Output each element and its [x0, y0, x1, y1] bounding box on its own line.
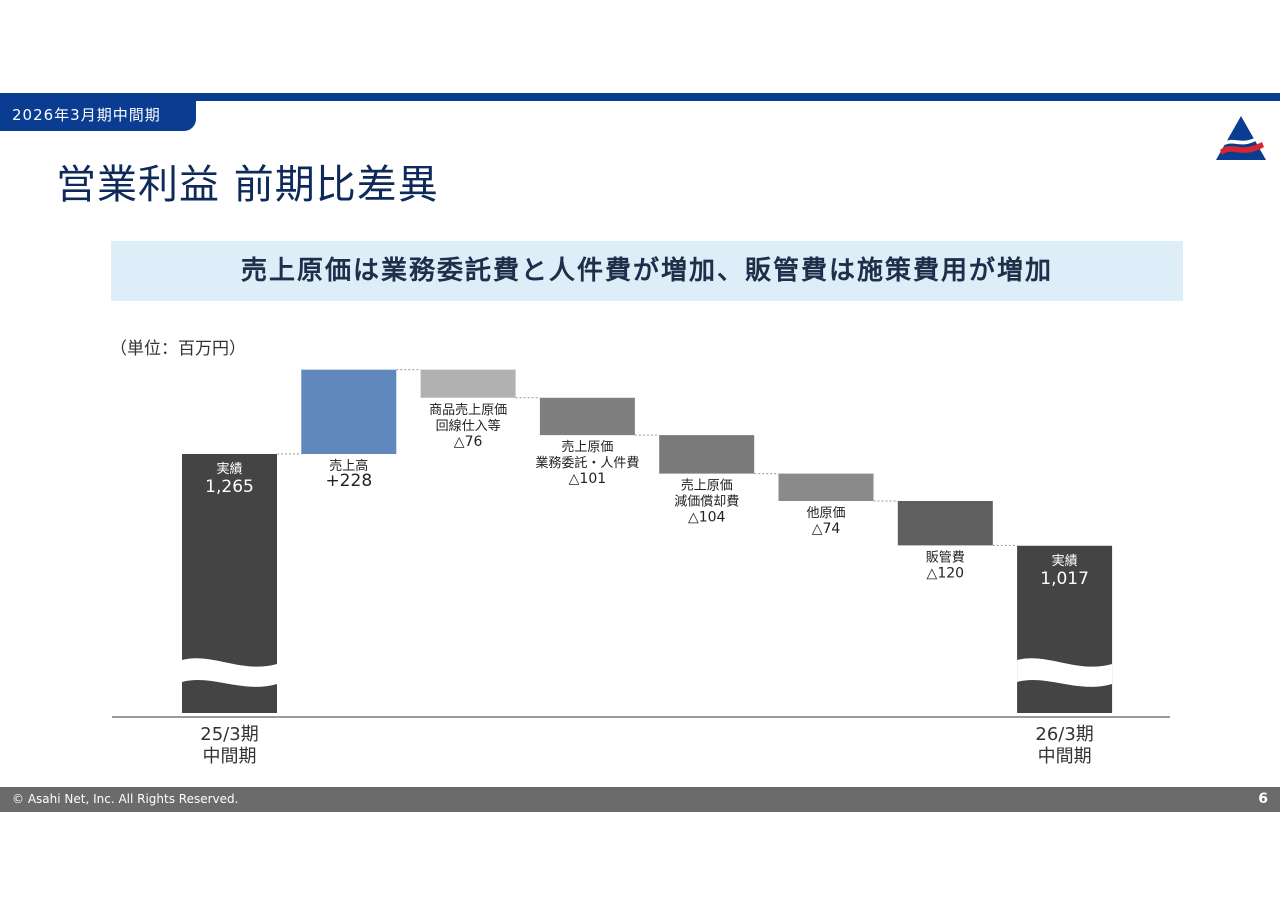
triangle-logo-icon [1216, 116, 1266, 160]
bar-label: 商品売上原価 [429, 402, 507, 418]
bar-label: 減価償却費 [674, 494, 739, 510]
period-tab: 2026年3月期中間期 [0, 99, 196, 131]
delta-bar [659, 435, 755, 474]
page-title: 営業利益 前期比差異 [56, 162, 439, 208]
bar-label: 売上原価 [561, 439, 613, 455]
copyright-text: © Asahi Net, Inc. All Rights Reserved. [12, 792, 239, 806]
bar-value-label: △74 [812, 521, 841, 537]
delta-bar [301, 369, 397, 454]
page-number: 6 [1258, 791, 1268, 807]
delta-bar [420, 369, 516, 398]
bar-label: 実績 [1052, 553, 1078, 569]
bar-label: 回線仕入等 [436, 418, 501, 434]
x-tick-label: 26/3期 [1035, 724, 1093, 745]
bar-label: 実績 [216, 461, 242, 477]
axis-break-mark [182, 658, 277, 687]
unit-label: （単位：百万円） [110, 339, 246, 359]
delta-bar [778, 473, 874, 501]
footer-bar: © Asahi Net, Inc. All Rights Reserved. 6 [0, 787, 1280, 812]
bar-value-label: △76 [454, 434, 483, 450]
header-band [0, 93, 1280, 101]
bar-label: 販管費 [926, 550, 965, 565]
x-tick-label: 中間期 [1038, 746, 1092, 767]
bar-value-label: +228 [325, 471, 372, 491]
bar-label: 売上原価 [681, 478, 733, 494]
bar-label: 売上高 [329, 458, 368, 474]
bar-value-label: △120 [927, 565, 965, 581]
bar-value-label: △104 [688, 510, 726, 526]
bar-value-label: 1,017 [1040, 569, 1089, 589]
delta-bar [539, 397, 635, 436]
delta-bar [897, 500, 993, 546]
bar-value-label: 1,265 [205, 477, 254, 497]
x-tick-label: 25/3期 [200, 724, 258, 745]
bar-label: 他原価 [806, 506, 845, 521]
subtitle-banner: 売上原価は業務委託費と人件費が増加、販管費は施策費用が増加 [111, 241, 1183, 301]
bar-value-label: △101 [569, 471, 607, 487]
bar-label: 業務委託・人件費 [535, 455, 639, 471]
x-tick-label: 中間期 [203, 746, 257, 767]
axis-break-mark [1017, 658, 1113, 687]
